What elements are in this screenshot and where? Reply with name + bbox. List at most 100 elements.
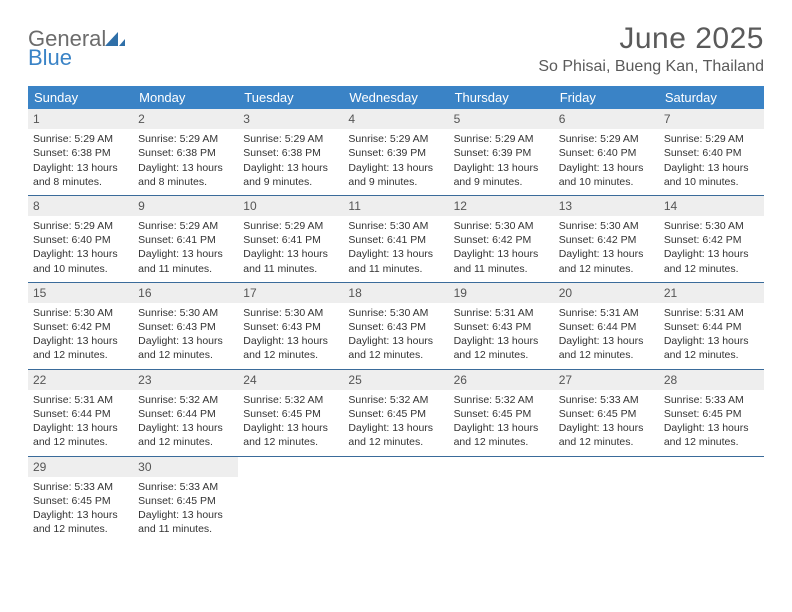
day-number: 13 <box>554 196 659 216</box>
dow-wednesday: Wednesday <box>343 86 448 109</box>
day-number: 14 <box>659 196 764 216</box>
day-number: 24 <box>238 370 343 390</box>
day-number: 26 <box>449 370 554 390</box>
calendar-cell <box>343 457 448 543</box>
calendar-cell <box>554 457 659 543</box>
day-number: 9 <box>133 196 238 216</box>
day-details: Sunrise: 5:29 AMSunset: 6:38 PMDaylight:… <box>28 129 133 195</box>
day-number: 16 <box>133 283 238 303</box>
day-details: Sunrise: 5:31 AMSunset: 6:43 PMDaylight:… <box>449 303 554 369</box>
day-number <box>554 457 659 477</box>
day-details: Sunrise: 5:29 AMSunset: 6:41 PMDaylight:… <box>238 216 343 282</box>
day-details: Sunrise: 5:30 AMSunset: 6:43 PMDaylight:… <box>343 303 448 369</box>
dow-thursday: Thursday <box>449 86 554 109</box>
week-row: 8Sunrise: 5:29 AMSunset: 6:40 PMDaylight… <box>28 196 764 283</box>
day-details: Sunrise: 5:30 AMSunset: 6:41 PMDaylight:… <box>343 216 448 282</box>
day-number: 11 <box>343 196 448 216</box>
day-details: Sunrise: 5:29 AMSunset: 6:39 PMDaylight:… <box>343 129 448 195</box>
calendar-cell: 25Sunrise: 5:32 AMSunset: 6:45 PMDayligh… <box>343 370 448 456</box>
calendar-cell <box>659 457 764 543</box>
day-number: 23 <box>133 370 238 390</box>
day-number <box>449 457 554 477</box>
calendar-cell: 14Sunrise: 5:30 AMSunset: 6:42 PMDayligh… <box>659 196 764 282</box>
day-details: Sunrise: 5:31 AMSunset: 6:44 PMDaylight:… <box>659 303 764 369</box>
page-header: General Blue June 2025 So Phisai, Bueng … <box>28 22 764 76</box>
day-details: Sunrise: 5:30 AMSunset: 6:43 PMDaylight:… <box>133 303 238 369</box>
day-number: 3 <box>238 109 343 129</box>
calendar-cell: 9Sunrise: 5:29 AMSunset: 6:41 PMDaylight… <box>133 196 238 282</box>
day-details: Sunrise: 5:33 AMSunset: 6:45 PMDaylight:… <box>133 477 238 543</box>
day-number: 18 <box>343 283 448 303</box>
day-number: 20 <box>554 283 659 303</box>
day-details: Sunrise: 5:30 AMSunset: 6:42 PMDaylight:… <box>28 303 133 369</box>
day-number: 12 <box>449 196 554 216</box>
day-details: Sunrise: 5:30 AMSunset: 6:42 PMDaylight:… <box>659 216 764 282</box>
day-number: 25 <box>343 370 448 390</box>
logo-text-block: General Blue <box>28 28 126 69</box>
calendar-cell: 28Sunrise: 5:33 AMSunset: 6:45 PMDayligh… <box>659 370 764 456</box>
day-number: 19 <box>449 283 554 303</box>
calendar-cell: 2Sunrise: 5:29 AMSunset: 6:38 PMDaylight… <box>133 109 238 195</box>
calendar-cell: 23Sunrise: 5:32 AMSunset: 6:44 PMDayligh… <box>133 370 238 456</box>
day-number: 1 <box>28 109 133 129</box>
day-details: Sunrise: 5:33 AMSunset: 6:45 PMDaylight:… <box>28 477 133 543</box>
day-details: Sunrise: 5:31 AMSunset: 6:44 PMDaylight:… <box>28 390 133 456</box>
day-number: 17 <box>238 283 343 303</box>
day-details: Sunrise: 5:29 AMSunset: 6:40 PMDaylight:… <box>659 129 764 195</box>
calendar-cell: 17Sunrise: 5:30 AMSunset: 6:43 PMDayligh… <box>238 283 343 369</box>
day-details: Sunrise: 5:32 AMSunset: 6:45 PMDaylight:… <box>343 390 448 456</box>
day-number: 29 <box>28 457 133 477</box>
day-number: 4 <box>343 109 448 129</box>
day-number: 7 <box>659 109 764 129</box>
day-details: Sunrise: 5:31 AMSunset: 6:44 PMDaylight:… <box>554 303 659 369</box>
calendar-cell: 11Sunrise: 5:30 AMSunset: 6:41 PMDayligh… <box>343 196 448 282</box>
day-details: Sunrise: 5:29 AMSunset: 6:39 PMDaylight:… <box>449 129 554 195</box>
day-number: 8 <box>28 196 133 216</box>
day-number: 10 <box>238 196 343 216</box>
day-number: 5 <box>449 109 554 129</box>
dow-sunday: Sunday <box>28 86 133 109</box>
page-title: June 2025 <box>538 22 764 56</box>
logo-word2: Blue <box>28 45 72 70</box>
day-of-week-row: SundayMondayTuesdayWednesdayThursdayFrid… <box>28 86 764 109</box>
day-details: Sunrise: 5:33 AMSunset: 6:45 PMDaylight:… <box>659 390 764 456</box>
day-details: Sunrise: 5:32 AMSunset: 6:45 PMDaylight:… <box>238 390 343 456</box>
week-row: 22Sunrise: 5:31 AMSunset: 6:44 PMDayligh… <box>28 370 764 457</box>
day-details: Sunrise: 5:30 AMSunset: 6:43 PMDaylight:… <box>238 303 343 369</box>
calendar-cell: 18Sunrise: 5:30 AMSunset: 6:43 PMDayligh… <box>343 283 448 369</box>
calendar-cell: 10Sunrise: 5:29 AMSunset: 6:41 PMDayligh… <box>238 196 343 282</box>
week-row: 29Sunrise: 5:33 AMSunset: 6:45 PMDayligh… <box>28 457 764 543</box>
day-number <box>238 457 343 477</box>
calendar-cell: 8Sunrise: 5:29 AMSunset: 6:40 PMDaylight… <box>28 196 133 282</box>
calendar-cell: 16Sunrise: 5:30 AMSunset: 6:43 PMDayligh… <box>133 283 238 369</box>
calendar-cell: 6Sunrise: 5:29 AMSunset: 6:40 PMDaylight… <box>554 109 659 195</box>
day-details: Sunrise: 5:29 AMSunset: 6:41 PMDaylight:… <box>133 216 238 282</box>
calendar-cell: 27Sunrise: 5:33 AMSunset: 6:45 PMDayligh… <box>554 370 659 456</box>
day-number: 21 <box>659 283 764 303</box>
calendar-cell: 19Sunrise: 5:31 AMSunset: 6:43 PMDayligh… <box>449 283 554 369</box>
dow-monday: Monday <box>133 86 238 109</box>
day-details: Sunrise: 5:29 AMSunset: 6:40 PMDaylight:… <box>554 129 659 195</box>
calendar-cell: 21Sunrise: 5:31 AMSunset: 6:44 PMDayligh… <box>659 283 764 369</box>
logo: General Blue <box>28 22 126 69</box>
day-number <box>659 457 764 477</box>
calendar-cell: 29Sunrise: 5:33 AMSunset: 6:45 PMDayligh… <box>28 457 133 543</box>
calendar-cell: 26Sunrise: 5:32 AMSunset: 6:45 PMDayligh… <box>449 370 554 456</box>
calendar-cell: 13Sunrise: 5:30 AMSunset: 6:42 PMDayligh… <box>554 196 659 282</box>
calendar: SundayMondayTuesdayWednesdayThursdayFrid… <box>28 86 764 542</box>
day-details: Sunrise: 5:33 AMSunset: 6:45 PMDaylight:… <box>554 390 659 456</box>
day-details: Sunrise: 5:30 AMSunset: 6:42 PMDaylight:… <box>449 216 554 282</box>
calendar-cell: 15Sunrise: 5:30 AMSunset: 6:42 PMDayligh… <box>28 283 133 369</box>
calendar-cell: 1Sunrise: 5:29 AMSunset: 6:38 PMDaylight… <box>28 109 133 195</box>
calendar-cell: 20Sunrise: 5:31 AMSunset: 6:44 PMDayligh… <box>554 283 659 369</box>
day-details: Sunrise: 5:32 AMSunset: 6:44 PMDaylight:… <box>133 390 238 456</box>
calendar-cell: 3Sunrise: 5:29 AMSunset: 6:38 PMDaylight… <box>238 109 343 195</box>
logo-sail-icon <box>104 29 126 51</box>
calendar-cell: 22Sunrise: 5:31 AMSunset: 6:44 PMDayligh… <box>28 370 133 456</box>
day-details: Sunrise: 5:30 AMSunset: 6:42 PMDaylight:… <box>554 216 659 282</box>
calendar-cell: 4Sunrise: 5:29 AMSunset: 6:39 PMDaylight… <box>343 109 448 195</box>
day-number: 15 <box>28 283 133 303</box>
dow-friday: Friday <box>554 86 659 109</box>
day-number: 30 <box>133 457 238 477</box>
day-number: 6 <box>554 109 659 129</box>
